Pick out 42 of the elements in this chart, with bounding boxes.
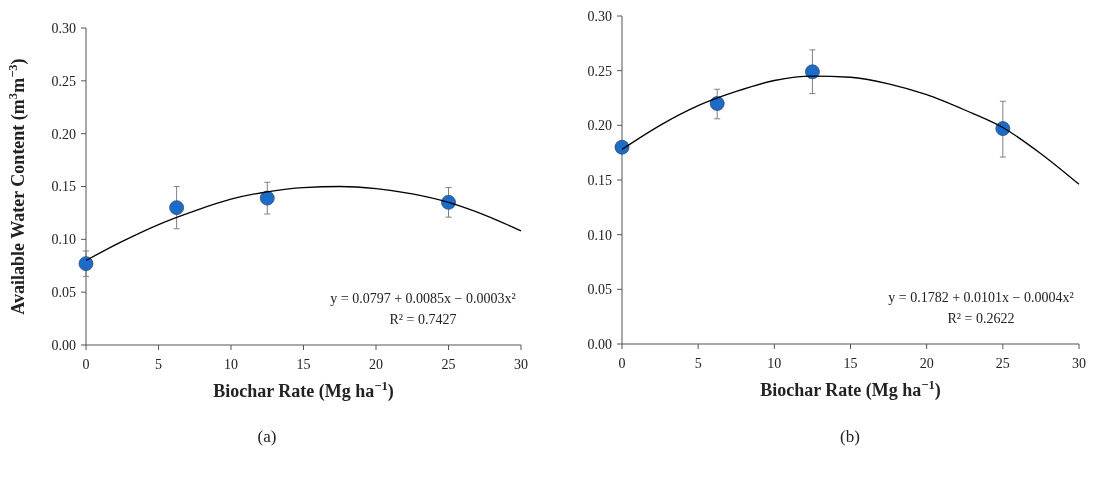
x-tick-label: 20 xyxy=(919,356,934,371)
y-tick-label: 0.15 xyxy=(51,179,76,195)
y-tick-label: 0.30 xyxy=(51,20,76,36)
x-tick-label: 20 xyxy=(369,357,383,372)
annotation: y = 0.1782 + 0.0101x − 0.0004x² xyxy=(888,290,1074,305)
x-tick-label: 0 xyxy=(618,356,626,371)
x-tick-label: 10 xyxy=(224,357,238,372)
point xyxy=(805,64,820,80)
point xyxy=(78,256,94,272)
y-tick-label: 0.10 xyxy=(51,232,76,248)
y-tick-label: 0.05 xyxy=(51,285,76,301)
x-tick-label: 30 xyxy=(1072,356,1086,371)
y-tick-label: 0.15 xyxy=(587,172,612,188)
point xyxy=(259,190,275,206)
y-tick-label: 0.20 xyxy=(587,118,612,134)
y-tick-label: 0.05 xyxy=(587,282,612,298)
annotation: y = 0.0797 + 0.0085x − 0.0003x² xyxy=(330,291,516,306)
x-tick-label: 25 xyxy=(441,357,456,372)
x-tick-label: 15 xyxy=(296,357,311,372)
x-tick-label: 30 xyxy=(514,357,528,372)
y-tick-label: 0.25 xyxy=(587,63,612,79)
x-tick-label: 0 xyxy=(82,357,90,372)
point xyxy=(614,139,630,155)
x-axis-title: Biochar Rate (Mg ha$^{−1}$) xyxy=(213,379,394,402)
text: (b) xyxy=(840,427,860,446)
text: (a) xyxy=(257,427,277,446)
y-tick-label: 0.00 xyxy=(587,336,612,352)
y-tick-label: 0.10 xyxy=(587,227,612,243)
x-tick-label: 5 xyxy=(694,356,702,371)
x-tick-label: 25 xyxy=(995,356,1010,371)
x-tick-label: 15 xyxy=(843,356,858,371)
point xyxy=(709,96,725,111)
y-tick-label: 0.30 xyxy=(587,8,612,24)
y-tick-label: 0.00 xyxy=(51,337,76,353)
y-tick-label: 0.25 xyxy=(51,73,76,89)
point xyxy=(169,200,185,216)
x-axis-title: Biochar Rate (Mg ha$^{−1}$) xyxy=(760,378,941,401)
x-tick-label: 10 xyxy=(767,356,782,371)
y-tick-label: 0.20 xyxy=(51,126,76,142)
x-tick-label: 5 xyxy=(155,357,162,372)
annotation: R² = 0.7427 xyxy=(389,312,457,327)
annotation: R² = 0.2622 xyxy=(947,311,1015,326)
